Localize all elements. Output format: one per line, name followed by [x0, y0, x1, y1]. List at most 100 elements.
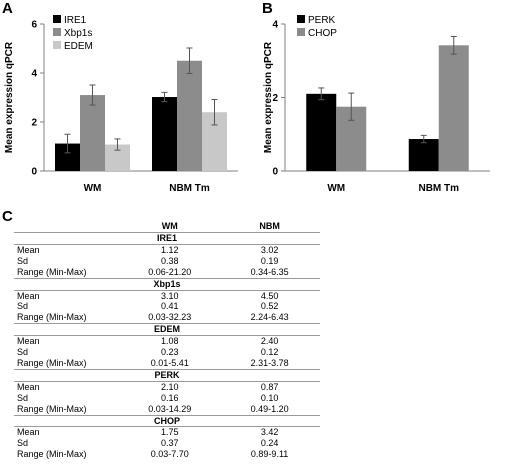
- table-row: Mean 1.75 3.42: [14, 427, 320, 438]
- table-section-row: IRE1: [14, 232, 320, 245]
- table-section-title: EDEM: [14, 323, 320, 337]
- table-cell: 0.03-7.70: [150, 449, 189, 460]
- summary-table: WM NBM IRE1 Mean 1.12 3.02 Sd 0.38 0.19 Range (Mi…: [14, 220, 320, 460]
- chart-b: 0 2 4 Mean expression qPCR WM NBM Tm PERK CHOP: [263, 15, 490, 194]
- chart-a-category-label: WM: [84, 183, 102, 194]
- table-section-title: PERK: [14, 368, 320, 382]
- table-cell: 0.16: [161, 392, 179, 403]
- chart-a-category-label: NBM Tm: [169, 183, 210, 194]
- table-cell: 0.34-6.35: [250, 266, 289, 277]
- table-cell: 2.31-3.78: [250, 357, 289, 368]
- table-cell: 1.08: [161, 336, 179, 347]
- chart-b-category-label: WM: [327, 183, 345, 194]
- chart-b-bar-perk-0: [306, 93, 337, 171]
- table-row: Range (Min-Max) 0.06-21.20 0.34-6.35: [14, 267, 320, 278]
- table-cell: 3.10: [161, 290, 179, 301]
- chart-a-y-tick-label: 0: [31, 167, 37, 178]
- chart-b-y-tick-label: 4: [272, 20, 278, 31]
- table-cell: Sd: [17, 301, 29, 312]
- table-cell: 3.42: [260, 427, 279, 438]
- table-cell: Sd: [17, 438, 29, 449]
- table-cell: Sd: [17, 255, 29, 266]
- table-row: Sd 0.38 0.19: [14, 256, 320, 267]
- table-cell: 0.19: [260, 255, 279, 266]
- chart-b-legend-swatch: [297, 15, 305, 23]
- table-row: Sd 0.16 0.10: [14, 393, 320, 404]
- table-cell: 0.06-21.20: [148, 266, 192, 277]
- table-row: Sd 0.37 0.24: [14, 438, 320, 449]
- chart-a-legend-label: IRE1: [64, 15, 87, 26]
- table-section-row: Xbp1s: [14, 277, 320, 291]
- table-section-title: CHOP: [14, 414, 320, 428]
- table-cell: 0.41: [161, 301, 179, 312]
- table-cell: 0.23: [161, 347, 179, 358]
- table-cell: Mean: [17, 336, 40, 347]
- table-column-header: WM: [120, 220, 220, 233]
- table-cell: 0.49-1.20: [250, 403, 289, 414]
- chart-a: 0 2 4 6 Mean expression qPCR WM NBM Tm IRE1 Xbp1…: [4, 15, 238, 194]
- table-cell: 0.03-14.29: [148, 403, 192, 414]
- table-cell: Range (Min-Max): [17, 312, 87, 323]
- table-cell: 0.38: [161, 255, 179, 266]
- table-row: Mean 1.12 3.02: [14, 244, 320, 255]
- chart-b-legend-swatch: [297, 28, 305, 36]
- chart-b-y-axis-label: Mean expression qPCR: [263, 41, 274, 153]
- chart-a-y-tick-label: 2: [31, 118, 37, 129]
- chart-a-legend-label: Xbp1s: [64, 28, 92, 39]
- table-cell: 0.24: [260, 438, 279, 449]
- table-header-row: WM NBM: [14, 220, 320, 233]
- table-row: Range (Min-Max) 0.01-5.41 2.31-3.78: [14, 358, 320, 369]
- table-cell: Range (Min-Max): [17, 266, 87, 277]
- table-section-title: IRE1: [14, 232, 320, 245]
- panel-label-c: C: [2, 208, 13, 225]
- table-cell: Mean: [17, 290, 40, 301]
- chart-b-bar-chop-1: [438, 45, 469, 171]
- table-cell: 0.10: [260, 392, 279, 403]
- chart-a-legend-swatch: [53, 15, 61, 23]
- table-cell: Range (Min-Max): [17, 357, 87, 368]
- table-row: Range (Min-Max) 0.03-7.70 0.89-9.11: [14, 449, 320, 460]
- table-cell: 1.12: [161, 244, 179, 255]
- table-section-row: CHOP: [14, 414, 320, 428]
- chart-b-category-label: NBM Tm: [418, 183, 459, 194]
- table-row: Mean 2.10 0.87: [14, 381, 320, 392]
- chart-b-y-tick-label: 0: [272, 167, 278, 178]
- table-cell: 2.40: [260, 336, 279, 347]
- table-row: Sd 0.23 0.12: [14, 347, 320, 358]
- table-cell: 0.01-5.41: [150, 357, 189, 368]
- chart-a-legend-label: EDEM: [64, 41, 93, 52]
- table-cell: 2.10: [161, 381, 179, 392]
- table-section-title: Xbp1s: [14, 277, 320, 291]
- chart-a-legend-swatch: [53, 28, 61, 36]
- table-cell: 0.37: [161, 438, 179, 449]
- table-cell: 3.02: [260, 244, 279, 255]
- chart-a-bar-xbp1s-1: [177, 60, 202, 171]
- table-cell: Range (Min-Max): [17, 449, 87, 460]
- table-cell: Mean: [17, 381, 40, 392]
- table-cell: Range (Min-Max): [17, 403, 87, 414]
- panel-label-a: A: [2, 0, 13, 17]
- table-cell: 0.12: [260, 347, 279, 358]
- chart-a-y-tick-label: 4: [31, 69, 37, 80]
- table-section-row: EDEM: [14, 323, 320, 337]
- table-cell: 2.24-6.43: [250, 312, 289, 323]
- table-cell: Sd: [17, 392, 29, 403]
- table-row: Sd 0.41 0.52: [14, 301, 320, 312]
- table-cell: Sd: [17, 347, 29, 358]
- panel-label-b: B: [262, 0, 273, 17]
- table-cell: 4.50: [260, 290, 279, 301]
- table-row: Mean 3.10 4.50: [14, 290, 320, 301]
- table-cell: Mean: [17, 244, 40, 255]
- chart-b-y-tick-label: 2: [272, 93, 278, 104]
- chart-b-bar-perk-1: [408, 139, 439, 171]
- table-cell: 0.52: [260, 301, 279, 312]
- table-column-header: [14, 220, 121, 233]
- table-cell: 0.87: [260, 381, 279, 392]
- chart-a-legend-swatch: [53, 41, 61, 49]
- chart-a-y-tick-label: 6: [31, 20, 37, 31]
- table-cell: 0.89-9.11: [250, 449, 289, 460]
- chart-b-legend-label: CHOP: [308, 28, 337, 39]
- chart-a-y-axis-label: Mean expression qPCR: [4, 41, 15, 153]
- table-cell: Mean: [17, 427, 40, 438]
- chart-a-bar-ire1-1: [152, 97, 177, 171]
